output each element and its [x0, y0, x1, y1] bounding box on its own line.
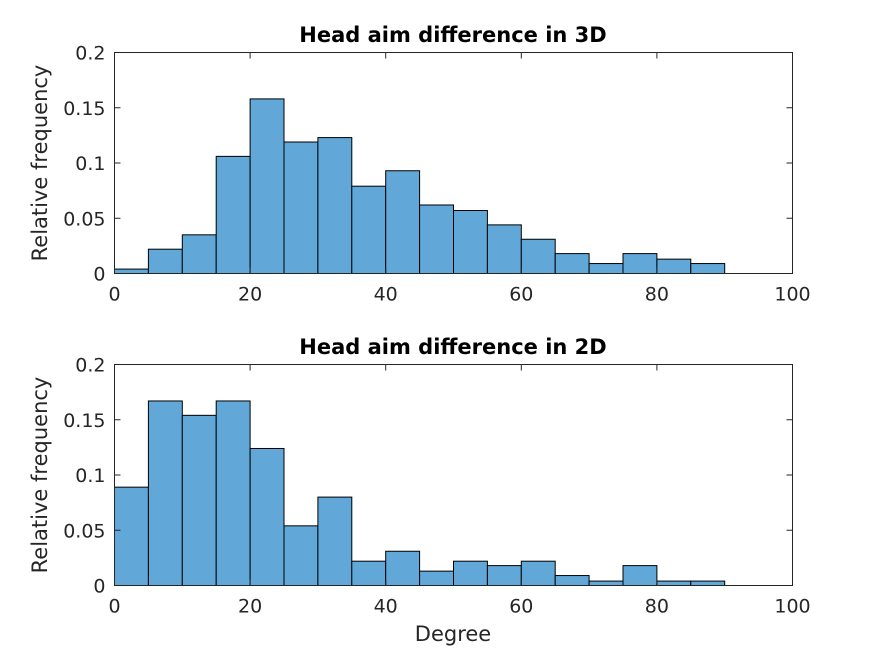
- x-tick-label: 80: [645, 284, 669, 306]
- y-tick-label: 0: [93, 576, 105, 598]
- bars: [114, 98, 726, 275]
- histogram-bar: [419, 570, 455, 587]
- y-tick-label: 0.05: [63, 520, 105, 542]
- histogram-bar: [181, 234, 217, 274]
- histogram-bar: [249, 98, 285, 274]
- histogram-bar: [656, 258, 692, 275]
- x-axis-label: Degree: [415, 622, 491, 646]
- histogram-bar: [114, 486, 149, 586]
- histogram-bar: [351, 560, 387, 587]
- x-tick-label: 20: [238, 284, 262, 306]
- y-tick-label: 0.15: [63, 410, 105, 432]
- histogram-bar: [690, 580, 726, 587]
- histogram-bar: [181, 414, 217, 586]
- x-tick-label: 100: [774, 596, 810, 618]
- subplot-3d: Head aim difference in 3D Relative frequ…: [28, 23, 811, 306]
- histogram-bar: [520, 238, 556, 274]
- x-tick-label: 20: [238, 596, 262, 618]
- plot-frame: [114, 364, 793, 586]
- y-axis-label: Relative frequency: [28, 65, 52, 262]
- histogram-bar: [622, 253, 658, 274]
- y-tick-label: 0.1: [75, 465, 105, 487]
- x-tick-label: 60: [509, 284, 533, 306]
- histogram-bar: [520, 560, 556, 587]
- histogram-bar: [588, 263, 624, 274]
- bars: [114, 400, 726, 587]
- x-tick-label: 60: [509, 596, 533, 618]
- histogram-bar: [283, 141, 319, 274]
- histogram-bar: [114, 268, 149, 274]
- histogram-bar: [317, 137, 353, 274]
- x-tick-label: 40: [374, 596, 398, 618]
- y-tick-label: 0.05: [63, 208, 105, 230]
- y-tick-label: 0.1: [75, 153, 105, 175]
- histogram-bar: [622, 565, 658, 586]
- histogram-bar: [554, 575, 590, 586]
- histogram-bar: [215, 155, 251, 274]
- y-tick-label: 0.15: [63, 98, 105, 120]
- histogram-bar: [486, 224, 522, 275]
- axis-ticks: 0 20 40 60 80 100 0 0.05 0.1 0.15 0.2: [63, 355, 810, 618]
- x-tick-label: 40: [374, 284, 398, 306]
- histogram-bar: [215, 400, 251, 586]
- histogram-bar: [283, 525, 319, 587]
- chart-title: Head aim difference in 2D: [299, 335, 606, 359]
- histogram-bar: [656, 580, 692, 587]
- histogram-bar: [351, 185, 387, 274]
- chart-title: Head aim difference in 3D: [299, 23, 606, 47]
- x-tick-label: 80: [645, 596, 669, 618]
- histogram-bar: [147, 248, 183, 275]
- histogram-bar: [588, 580, 624, 587]
- histogram-bar: [249, 447, 285, 587]
- histogram-bar: [147, 400, 183, 586]
- histogram-bar: [453, 210, 488, 274]
- histogram-bar: [385, 550, 421, 586]
- histogram-bar: [690, 263, 726, 274]
- x-tick-label: 100: [774, 284, 810, 306]
- y-tick-label: 0: [93, 264, 105, 286]
- plot-frame: [114, 52, 793, 274]
- subplot-2d: Head aim difference in 2D Relative frequ…: [28, 335, 811, 646]
- axis-ticks: 0 20 40 60 80 100 0 0.05 0.1 0.15 0.2: [63, 43, 810, 306]
- histogram-bar: [385, 170, 421, 274]
- y-tick-label: 0.2: [75, 43, 105, 65]
- y-axis-label: Relative frequency: [28, 377, 52, 574]
- y-tick-label: 0.2: [75, 355, 105, 377]
- x-tick-label: 0: [108, 596, 120, 618]
- histogram-bar: [419, 204, 455, 275]
- histogram-bar: [554, 253, 590, 274]
- histogram-bar: [486, 565, 522, 586]
- x-tick-label: 0: [108, 284, 120, 306]
- histogram-bar: [317, 496, 353, 587]
- histogram-bar: [453, 560, 488, 587]
